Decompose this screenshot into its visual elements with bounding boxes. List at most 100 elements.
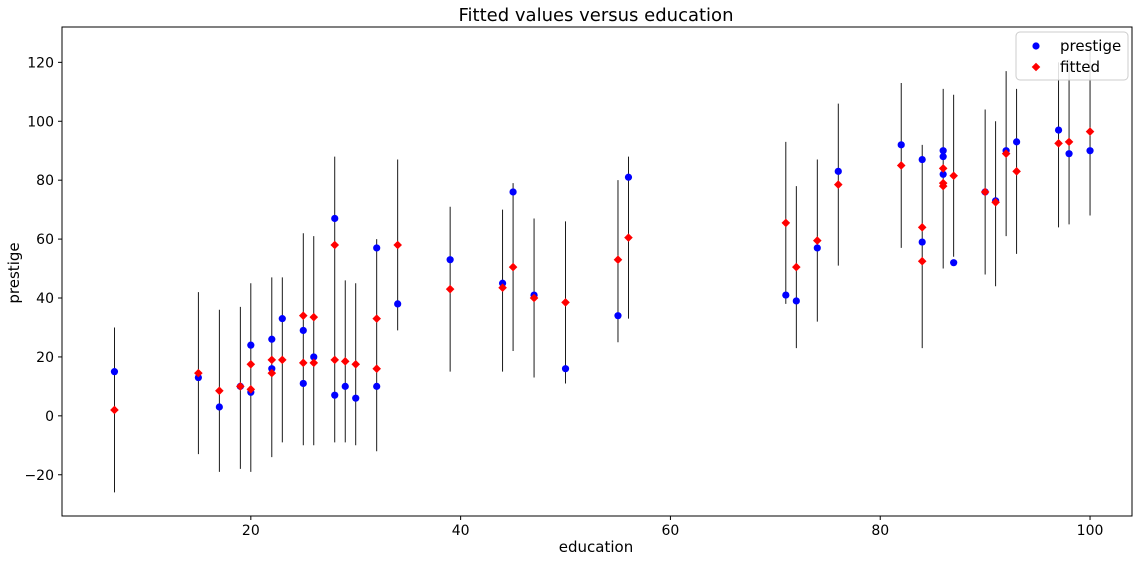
prestige-point <box>373 244 381 252</box>
x-tick-label: 80 <box>871 523 889 539</box>
prestige-point <box>446 256 454 264</box>
prestige-point <box>268 365 276 373</box>
prestige-point <box>352 394 360 402</box>
fitted-point <box>1001 149 1011 158</box>
prestige-point <box>331 214 339 223</box>
legend-prestige-label: prestige <box>1060 37 1121 55</box>
fitted-point <box>1012 167 1021 176</box>
fitted-point <box>340 357 350 366</box>
fitted-point <box>393 240 402 250</box>
prestige-point <box>1086 147 1094 155</box>
fitted-point <box>980 187 990 197</box>
legend-box <box>1015 31 1129 81</box>
prestige-point <box>373 382 381 390</box>
fitted-point <box>781 218 791 228</box>
prestige-point <box>498 279 507 287</box>
prestige-point <box>331 391 339 399</box>
prestige-point <box>561 365 570 373</box>
fitted-point <box>194 368 203 378</box>
prestige-point <box>918 238 926 246</box>
legend[interactable]: prestige fitted <box>1015 31 1129 81</box>
fitted-point <box>624 233 633 242</box>
fitted-point <box>812 236 822 245</box>
fitted-point <box>330 240 340 250</box>
y-axis: −20 0 20 40 60 80 100 120 <box>24 55 62 484</box>
y-tick-label: 80 <box>36 173 54 189</box>
y-tick-label: 40 <box>36 291 54 307</box>
fitted-point <box>1064 137 1074 147</box>
data-points <box>110 126 1095 415</box>
y-axis-label: prestige <box>5 242 23 303</box>
prestige-point <box>299 326 307 335</box>
fitted-point <box>267 368 277 378</box>
y-tick-label: 100 <box>27 114 54 130</box>
prestige-point <box>918 155 926 164</box>
legend-fitted-label: fitted <box>1060 58 1100 76</box>
y-tick-label: −20 <box>24 468 54 484</box>
prestige-point <box>897 141 905 149</box>
fitted-point <box>991 197 1000 207</box>
fitted-point <box>792 262 801 272</box>
prestige-point <box>782 291 790 299</box>
fitted-point <box>896 161 906 170</box>
prestige-point <box>394 300 402 308</box>
x-tick-label: 100 <box>1077 523 1104 539</box>
fitted-point <box>938 181 948 191</box>
prestige-point <box>299 379 307 388</box>
x-tick-label: 20 <box>242 523 260 539</box>
y-tick-label: 0 <box>45 409 54 425</box>
prestige-point <box>247 341 255 349</box>
fitted-point <box>277 355 287 365</box>
x-tick-label: 60 <box>662 523 680 539</box>
fitted-point <box>246 385 256 394</box>
prestige-point <box>215 403 223 411</box>
x-axis: 20 40 60 80 100 <box>242 516 1103 539</box>
fitted-point <box>246 359 256 369</box>
prestige-point <box>939 153 947 161</box>
prestige-point <box>939 147 947 155</box>
fitted-point <box>309 312 319 322</box>
fitted-point <box>267 355 277 365</box>
fitted-point <box>917 223 927 232</box>
prestige-point <box>614 312 622 320</box>
fitted-point <box>309 358 319 368</box>
fitted-point <box>508 262 518 272</box>
chart-title: Fitted values versus education <box>459 5 734 26</box>
prestige-point <box>1054 126 1063 134</box>
prestige-point <box>813 244 821 252</box>
fitted-point <box>236 382 245 391</box>
fitted-point <box>917 256 927 266</box>
prestige-point <box>278 315 286 323</box>
plot-frame <box>61 26 1133 517</box>
prestige-point <box>950 259 958 267</box>
fitted-point <box>613 255 623 265</box>
x-tick-label: 40 <box>452 523 470 539</box>
legend-prestige-marker <box>1032 42 1040 50</box>
prestige-point <box>1013 138 1021 146</box>
fitted-point <box>372 314 382 323</box>
fitted-point <box>298 311 308 320</box>
fitted-point <box>1054 139 1063 148</box>
fitted-point <box>351 359 361 369</box>
prestige-point <box>939 170 947 178</box>
x-axis-label: education <box>559 538 633 556</box>
fitted-point <box>561 298 570 307</box>
prestige-point <box>834 167 842 175</box>
fitted-point <box>298 358 308 368</box>
prestige-point <box>110 368 119 376</box>
fitted-point <box>215 386 224 396</box>
prestige-point <box>268 335 276 343</box>
fitted-point <box>833 180 843 189</box>
prestige-point <box>1065 150 1073 158</box>
fitted-point <box>1085 127 1095 136</box>
prestige-point <box>624 173 633 181</box>
fitted-point <box>445 284 455 294</box>
fitted-point <box>949 171 958 181</box>
y-tick-label: 60 <box>36 232 54 248</box>
y-tick-label: 20 <box>36 350 54 366</box>
prestige-point <box>194 373 202 382</box>
prestige-point <box>509 188 517 196</box>
fitted-point <box>110 405 119 415</box>
